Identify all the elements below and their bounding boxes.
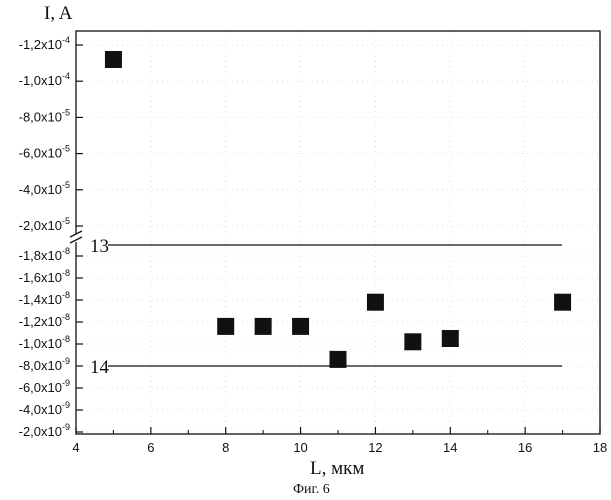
x-tick-label: 16	[518, 440, 532, 455]
x-tick-label: 6	[147, 440, 154, 455]
data-point	[105, 51, 122, 68]
plot-frame	[76, 31, 600, 434]
reference-line-label-14: 14	[90, 357, 110, 378]
y-tick-label: -1,0x10-4	[19, 71, 70, 88]
data-point	[292, 318, 309, 335]
figure-caption: Фиг. 6	[293, 482, 330, 497]
x-tick-label: 14	[443, 440, 457, 455]
y-tick-label: -8,0x10-9	[19, 356, 70, 373]
y-tick-label: -2,0x10-9	[19, 422, 70, 439]
data-points	[105, 51, 571, 368]
grid	[77, 31, 600, 434]
x-tick-label: 12	[368, 440, 382, 455]
y-tick-label: -4,0x10-9	[19, 400, 70, 417]
x-tick-label: 4	[72, 440, 79, 455]
y-tick-label: -2,0x10-5	[19, 216, 70, 233]
data-point	[404, 333, 421, 350]
y-axis-title: I, A	[44, 3, 73, 24]
y-tick-label: -1,2x10-8	[19, 312, 70, 329]
data-point	[330, 351, 347, 368]
data-point	[442, 330, 459, 347]
y-tick-label: -1,0x10-8	[19, 334, 70, 351]
y-tick-label: -8,0x10-5	[19, 107, 70, 124]
y-tick-label: -6,0x10-5	[19, 144, 70, 161]
y-tick-label: -1,8x10-8	[19, 246, 70, 263]
x-tick-label: 8	[222, 440, 229, 455]
x-axis-ticks: 4 6 8 10 12 14 16 18	[72, 427, 607, 455]
data-point	[554, 294, 571, 311]
reference-line-label-13: 13	[90, 236, 109, 257]
y-tick-label: -4,0x10-5	[19, 180, 70, 197]
y-tick-label: -1,4x10-8	[19, 290, 70, 307]
reference-lines: 13 14	[90, 236, 562, 378]
data-point	[217, 318, 234, 335]
x-axis-title: L, мкм	[310, 458, 364, 479]
y-tick-label: -1,2x10-4	[19, 35, 70, 52]
data-point	[255, 318, 272, 335]
x-tick-label: 18	[593, 440, 607, 455]
x-tick-label: 10	[293, 440, 307, 455]
y-tick-label: -6,0x10-9	[19, 378, 70, 395]
data-point	[367, 294, 384, 311]
y-tick-label: -1,6x10-8	[19, 268, 70, 285]
